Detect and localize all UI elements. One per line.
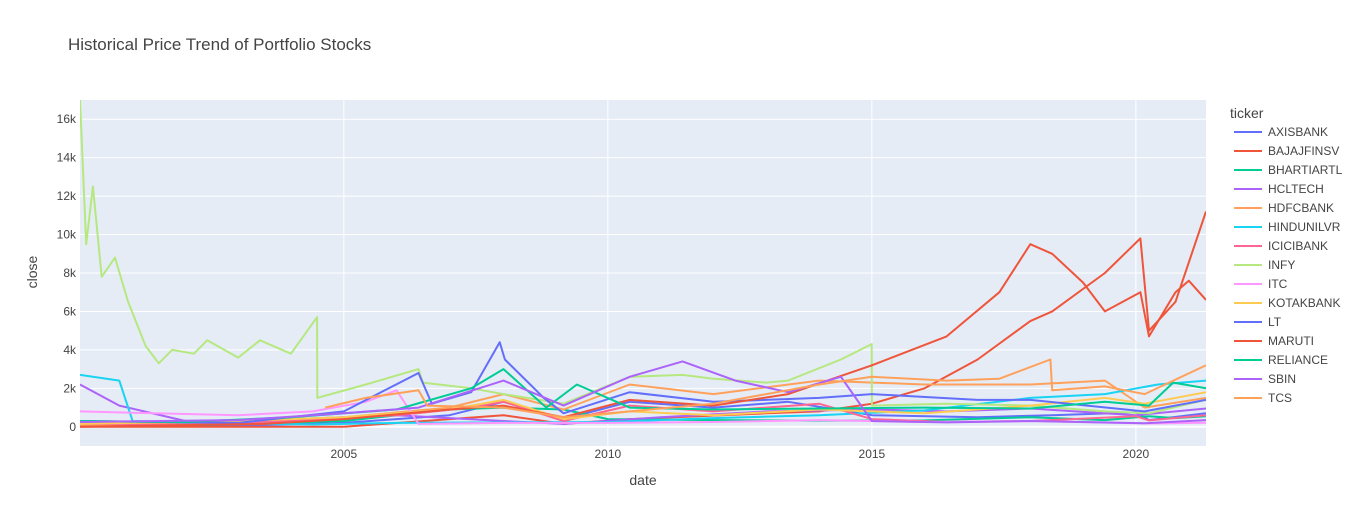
- series-line-bhartiartl: [80, 406, 1206, 426]
- legend-item-axisbank[interactable]: AXISBANK: [1234, 125, 1328, 139]
- legend-item-kotakbank[interactable]: KOTAKBANK: [1234, 296, 1340, 310]
- legend-label: TCS: [1268, 391, 1292, 405]
- y-axis-title: close: [24, 255, 40, 288]
- legend-label: KOTAKBANK: [1268, 296, 1340, 310]
- legend: ticker AXISBANK BAJAJFINSV BHARTIARTL HCLTE…: [1230, 105, 1343, 405]
- legend-item-hdfcbank[interactable]: HDFCBANK: [1234, 201, 1334, 215]
- series-line-kotakbank: [80, 391, 1206, 425]
- legend-label: AXISBANK: [1268, 125, 1328, 139]
- legend-label: ITC: [1268, 277, 1288, 291]
- y-tick-label: 14k: [57, 151, 77, 165]
- legend-label: HINDUNILVR: [1268, 220, 1341, 234]
- y-tick-label: 10k: [57, 228, 77, 242]
- legend-label: ICICIBANK: [1268, 239, 1328, 253]
- y-tick-label: 16k: [57, 112, 77, 126]
- x-tick-label: 2020: [1123, 447, 1150, 461]
- y-tick-label: 12k: [57, 189, 77, 203]
- x-tick-labels: 2005 2010 2015 2020: [331, 447, 1150, 461]
- legend-label: BAJAJFINSV: [1268, 144, 1339, 158]
- y-tick-labels: 0 2k 4k 6k 8k 10k 12k 14k 16k: [57, 112, 77, 434]
- legend-item-maruti[interactable]: MARUTI: [1234, 334, 1314, 348]
- chart-title: Historical Price Trend of Portfolio Stoc…: [68, 35, 371, 54]
- legend-title: ticker: [1230, 105, 1264, 121]
- y-tick-label: 8k: [63, 266, 77, 280]
- legend-item-icicibank[interactable]: ICICIBANK: [1234, 239, 1328, 253]
- legend-label: HCLTECH: [1268, 182, 1324, 196]
- legend-label: MARUTI: [1268, 334, 1314, 348]
- series-line-sbin: [80, 360, 1206, 425]
- series-lines: [80, 100, 1206, 428]
- x-axis-title: date: [629, 472, 656, 488]
- y-tick-label: 0: [69, 420, 76, 434]
- x-tick-label: 2010: [595, 447, 622, 461]
- legend-item-hindunilvr[interactable]: HINDUNILVR: [1234, 220, 1341, 234]
- legend-label: LT: [1268, 315, 1282, 329]
- legend-item-tcs[interactable]: TCS: [1234, 391, 1292, 405]
- y-tick-label: 4k: [63, 343, 77, 357]
- series-line-tcs: [324, 358, 1206, 419]
- x-tick-label: 2015: [859, 447, 886, 461]
- legend-label: RELIANCE: [1268, 353, 1328, 367]
- x-tick-label: 2005: [331, 447, 358, 461]
- y-tick-label: 2k: [63, 381, 77, 395]
- legend-item-itc[interactable]: ITC: [1234, 277, 1288, 291]
- series-line-lt: [80, 341, 1206, 424]
- legend-item-hcltech[interactable]: HCLTECH: [1234, 182, 1324, 196]
- legend-item-sbin[interactable]: SBIN: [1234, 372, 1296, 386]
- series-line-bajajfinsv: [80, 211, 1206, 428]
- y-tick-label: 6k: [63, 304, 77, 318]
- series-line-maruti: [80, 243, 1206, 428]
- legend-item-bhartiartl[interactable]: BHARTIARTL: [1234, 163, 1343, 177]
- legend-item-bajajfinsv[interactable]: BAJAJFINSV: [1234, 144, 1339, 158]
- legend-label: BHARTIARTL: [1268, 163, 1343, 177]
- legend-label: SBIN: [1268, 372, 1296, 386]
- legend-item-infy[interactable]: INFY: [1234, 258, 1295, 272]
- legend-label: HDFCBANK: [1268, 201, 1334, 215]
- legend-item-lt[interactable]: LT: [1234, 315, 1282, 329]
- legend-label: INFY: [1268, 258, 1295, 272]
- legend-item-reliance[interactable]: RELIANCE: [1234, 353, 1328, 367]
